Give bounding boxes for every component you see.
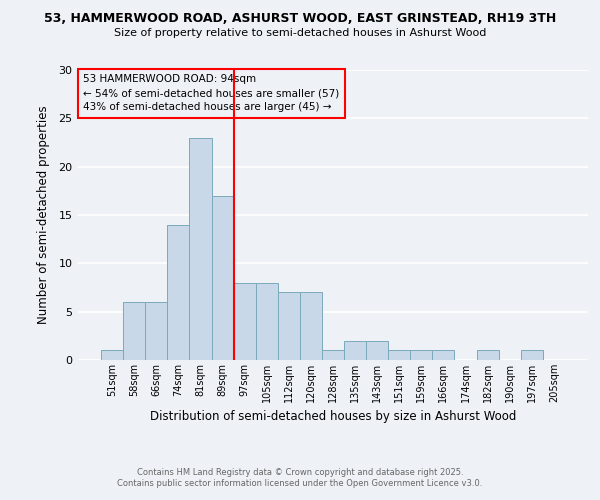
Bar [344, 340, 366, 360]
Text: Size of property relative to semi-detached houses in Ashurst Wood: Size of property relative to semi-detach… [114, 28, 486, 38]
Bar [476, 350, 499, 360]
Bar [366, 340, 388, 360]
Y-axis label: Number of semi-detached properties: Number of semi-detached properties [37, 106, 50, 324]
Bar [256, 282, 278, 360]
Bar [101, 350, 123, 360]
Bar [300, 292, 322, 360]
Bar [322, 350, 344, 360]
Bar [212, 196, 233, 360]
Bar [190, 138, 212, 360]
Bar [278, 292, 300, 360]
Bar [233, 282, 256, 360]
Bar [145, 302, 167, 360]
Text: Contains HM Land Registry data © Crown copyright and database right 2025.
Contai: Contains HM Land Registry data © Crown c… [118, 468, 482, 487]
Bar [388, 350, 410, 360]
Text: 53, HAMMERWOOD ROAD, ASHURST WOOD, EAST GRINSTEAD, RH19 3TH: 53, HAMMERWOOD ROAD, ASHURST WOOD, EAST … [44, 12, 556, 26]
Bar [433, 350, 454, 360]
Bar [123, 302, 145, 360]
Bar [167, 224, 190, 360]
Bar [521, 350, 543, 360]
X-axis label: Distribution of semi-detached houses by size in Ashurst Wood: Distribution of semi-detached houses by … [150, 410, 516, 424]
Text: 53 HAMMERWOOD ROAD: 94sqm
← 54% of semi-detached houses are smaller (57)
43% of : 53 HAMMERWOOD ROAD: 94sqm ← 54% of semi-… [83, 74, 340, 112]
Bar [410, 350, 433, 360]
